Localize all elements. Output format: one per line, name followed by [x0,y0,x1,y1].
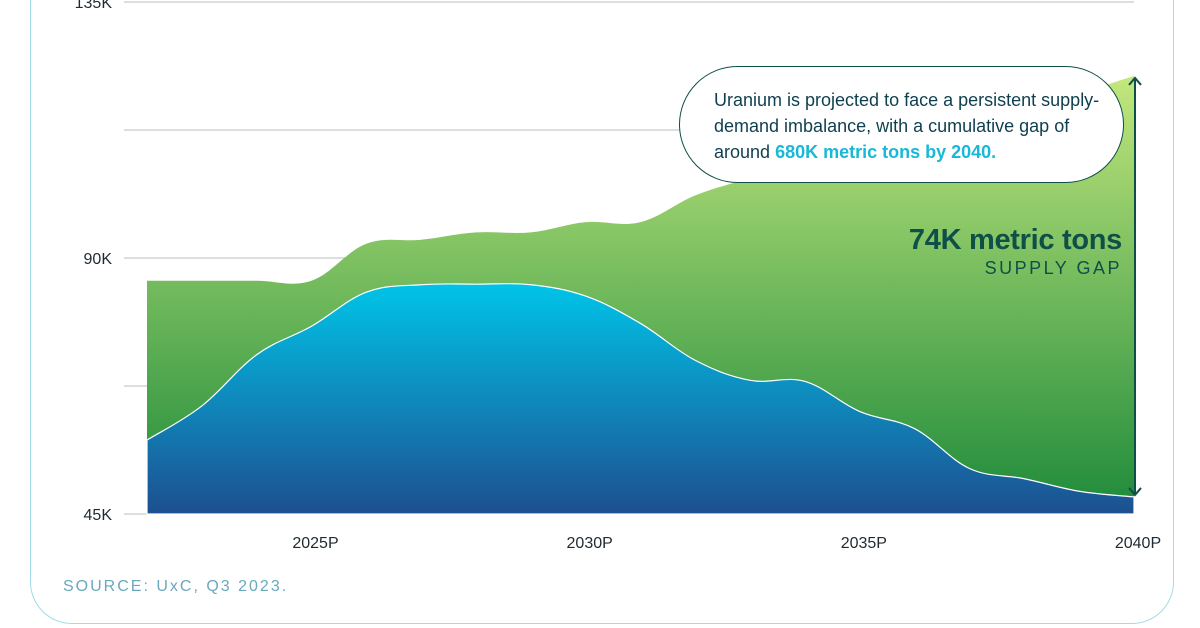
x-tick-label: 2025P [292,535,338,552]
x-axis-ticks: 2025P 2030P 2035P 2040P [292,535,1161,552]
gap-arrow-head-down [1128,487,1142,497]
x-tick-label: 2030P [567,535,613,552]
supply-gap-label: SUPPLY GAP [984,258,1122,278]
y-tick-label: 90K [84,251,113,268]
callout-highlight: 680K metric tons by 2040. [775,142,997,162]
gap-arrow-head-up [1128,76,1142,86]
callout-bubble: Uranium is projected to face a persisten… [679,66,1124,183]
source-note: SOURCE: UxC, Q3 2023. [63,578,289,595]
supply-gap-arrow [1128,76,1142,497]
supply-gap-value: 74K metric tons [908,224,1122,256]
supply-area [146,283,1135,515]
x-tick-label: 2040P [1115,535,1161,552]
y-tick-label: 45K [84,507,113,524]
card-frame [30,0,1174,624]
callout-text: Uranium is projected to face a persisten… [714,90,1100,162]
y-tick-label: 135K [75,0,113,12]
y-axis-ticks: 45K 90K 135K [75,0,113,524]
x-tick-label: 2035P [841,535,887,552]
